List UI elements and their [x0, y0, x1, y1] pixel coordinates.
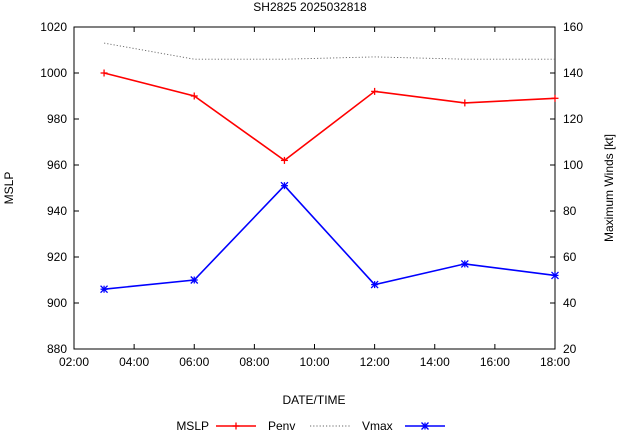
data-point-penv	[280, 156, 288, 164]
data-point-vmax	[370, 280, 379, 289]
data-point-penv	[371, 87, 379, 95]
legend-label: Penv	[268, 419, 295, 432]
right-y-tick-label: 160	[563, 20, 583, 34]
data-point-penv	[100, 69, 108, 77]
right-y-tick-label: 40	[563, 296, 577, 310]
data-point-vmax	[460, 259, 469, 268]
left-y-tick-label: 960	[47, 158, 67, 172]
right-y-tick-label: 80	[563, 204, 577, 218]
series-line-vmax	[103, 184, 556, 290]
x-tick-label: 14:00	[420, 355, 450, 369]
x-tick-label: 04:00	[119, 355, 149, 369]
legend: MSLP Penv Vmax	[176, 419, 445, 432]
series-layer	[100, 42, 559, 294]
right-y-tick-label: 100	[563, 158, 583, 172]
right-y-tick-label: 60	[563, 250, 577, 264]
right-y-axis-label: Maximum Winds [kt]	[602, 134, 616, 242]
plot-frame	[73, 26, 556, 350]
left-y-tick-label: 940	[47, 204, 67, 218]
chart-title: SH2825 2025032818	[253, 0, 367, 14]
x-tick-label: 02:00	[59, 355, 89, 369]
data-point-vmax	[551, 271, 559, 280]
right-y-tick-label: 20	[563, 342, 577, 356]
data-point-penv	[551, 94, 559, 102]
left-y-tick-label: 920	[47, 250, 67, 264]
left-y-tick-label: 980	[47, 112, 67, 126]
right-y-axis-ticks: 20 40 60 80 100 120 140 160	[550, 20, 583, 356]
series-line-penv-dotted	[103, 42, 555, 60]
left-y-tick-label: 880	[47, 342, 67, 356]
x-tick-label: 12:00	[360, 355, 390, 369]
series-line-penv	[103, 72, 556, 162]
left-y-tick-label: 900	[47, 296, 67, 310]
x-tick-label: 10:00	[299, 355, 329, 369]
x-axis-ticks: 02:00 04:00 06:00 08:00 10:00 12:00 14:00 16:00…	[59, 27, 570, 369]
left-y-axis-label: MSLP	[2, 172, 16, 205]
right-y-tick-label: 140	[563, 66, 583, 80]
data-point-vmax	[190, 276, 199, 284]
legend-marker	[421, 422, 429, 430]
legend-title: MSLP	[176, 419, 209, 432]
x-tick-label: 16:00	[480, 355, 510, 369]
right-y-tick-label: 120	[563, 112, 583, 126]
data-point-penv	[461, 99, 469, 107]
left-y-axis-ticks: 880 900 920 940 960 980 1000 1020	[40, 20, 79, 356]
legend-marker	[232, 422, 240, 430]
data-point-vmax	[280, 181, 289, 190]
x-tick-label: 06:00	[179, 355, 209, 369]
data-point-penv	[190, 92, 198, 100]
data-point-vmax	[100, 285, 109, 294]
x-axis-label: DATE/TIME	[282, 393, 345, 407]
left-y-tick-label: 1000	[40, 66, 67, 80]
x-tick-label: 08:00	[239, 355, 269, 369]
legend-label: Vmax	[362, 419, 393, 432]
left-y-tick-label: 1020	[40, 20, 67, 34]
x-tick-label: 18:00	[540, 355, 570, 369]
